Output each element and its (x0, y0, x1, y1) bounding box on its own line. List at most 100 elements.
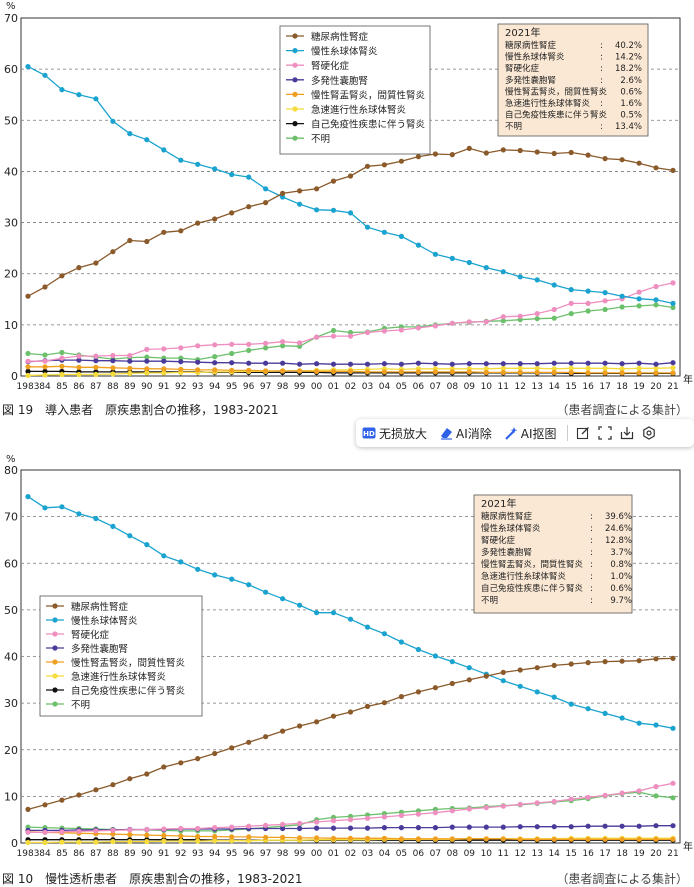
data-point (585, 823, 591, 829)
data-point (551, 836, 557, 842)
data-point (551, 694, 557, 700)
data-point (42, 368, 48, 374)
data-point (212, 342, 218, 348)
data-point (76, 792, 82, 798)
data-point (585, 706, 591, 712)
data-point (602, 360, 608, 366)
data-point (246, 347, 252, 353)
data-point (466, 665, 472, 671)
legend-label: 糖尿病性腎症 (311, 31, 369, 43)
summary-row-value: 24.6% (605, 524, 632, 534)
data-point (364, 329, 371, 336)
data-point (178, 760, 184, 766)
data-point (212, 833, 218, 840)
lossless-zoom-button[interactable]: HD 无损放大 (356, 421, 433, 445)
ai-erase-button[interactable]: AI消除 (433, 421, 498, 445)
data-point (59, 355, 65, 361)
data-point (364, 224, 371, 230)
data-point (330, 361, 337, 367)
data-point (229, 350, 235, 357)
x-tick-label: 00 (311, 849, 323, 859)
data-point (670, 795, 676, 801)
download-button[interactable] (616, 421, 638, 445)
data-point (263, 734, 269, 740)
data-point (568, 300, 574, 306)
data-point (415, 689, 421, 695)
ai-cutout-button[interactable]: AI抠图 (498, 421, 563, 445)
data-point (347, 333, 354, 339)
data-point (195, 220, 201, 226)
data-point (364, 835, 371, 841)
settings-button[interactable] (638, 421, 660, 445)
data-point (398, 836, 404, 842)
data-point (568, 661, 574, 667)
x-tick-label: 85 (56, 849, 67, 859)
data-point (212, 360, 218, 366)
data-point (195, 566, 201, 572)
data-point (466, 145, 472, 151)
data-point (93, 96, 99, 102)
x-tick-label: 17 (599, 849, 610, 859)
x-tick-label: 12 (515, 849, 526, 859)
data-point (517, 147, 523, 154)
data-point (212, 166, 218, 172)
legend-label: 慢性糸球体腎炎 (311, 46, 378, 58)
data-point (93, 358, 99, 364)
x-tick-label: 11 (498, 849, 509, 859)
data-point (500, 365, 506, 371)
data-point (415, 154, 421, 160)
data-point (280, 728, 286, 734)
data-point (483, 673, 489, 679)
x-tick-label: 98 (277, 849, 289, 859)
x-tick-label: 20 (650, 382, 662, 392)
data-point (534, 836, 540, 842)
data-point (449, 255, 455, 261)
data-point (212, 354, 218, 360)
data-point (670, 280, 676, 286)
data-point (178, 838, 184, 844)
data-point (398, 369, 404, 375)
edit-icon (576, 427, 589, 440)
legend-label: 多発性嚢胞腎 (311, 75, 369, 87)
data-point (280, 194, 286, 200)
data-point (195, 838, 201, 844)
data-point (110, 249, 116, 255)
legend-swatch-marker (292, 121, 298, 127)
data-point (314, 361, 320, 367)
data-point (398, 812, 404, 819)
data-point (517, 313, 523, 319)
summary-row-colon: : (600, 53, 603, 63)
data-point (364, 624, 371, 630)
summary-row-colon: : (600, 122, 603, 132)
y-tick-label: 20 (4, 268, 18, 281)
data-point (25, 829, 31, 835)
edit-button[interactable] (572, 421, 594, 445)
data-point (144, 354, 150, 360)
data-point (398, 694, 404, 700)
data-point (280, 825, 286, 832)
data-point (263, 368, 269, 374)
summary-row-colon: : (590, 572, 593, 582)
data-point (500, 147, 506, 153)
ai-cutout-label: AI抠图 (520, 426, 557, 441)
data-point (314, 719, 320, 725)
summary-row-value: 0.5% (620, 111, 642, 121)
x-tick-label: 91 (158, 382, 169, 392)
summary-row-value: 40.2% (615, 41, 642, 51)
legend-label: 不明 (71, 700, 90, 711)
x-tick-label: 02 (345, 849, 356, 859)
data-point (415, 825, 421, 831)
summary-row-label: 腎硬化症 (481, 535, 516, 546)
data-point (517, 361, 523, 367)
data-point (25, 64, 31, 70)
summary-box-background (497, 23, 649, 137)
crop-button[interactable] (594, 421, 616, 445)
legend-swatch-marker (292, 135, 298, 141)
data-point (381, 631, 387, 637)
data-point (280, 190, 286, 196)
data-point (127, 827, 133, 833)
data-point (364, 825, 371, 831)
data-point (398, 233, 404, 239)
data-point (347, 835, 354, 841)
x-tick-label: 86 (73, 849, 85, 859)
